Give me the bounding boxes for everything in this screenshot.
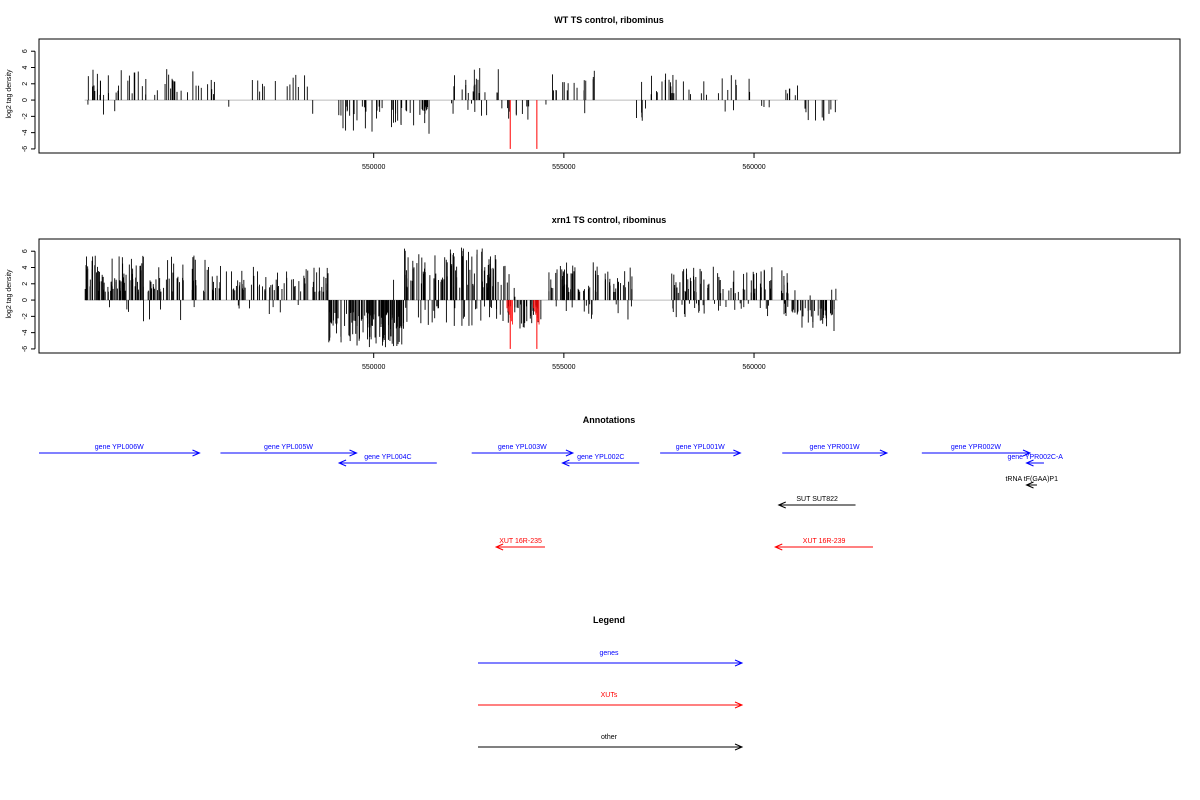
legend-title: Legend bbox=[593, 615, 625, 625]
legend-arrowhead bbox=[734, 701, 744, 709]
legend-label: other bbox=[601, 734, 618, 741]
annotation-label: gene YPL005W bbox=[264, 444, 313, 451]
y-tick-label: 2 bbox=[22, 82, 29, 86]
y-tick-label: -4 bbox=[22, 329, 29, 335]
y-tick-label: 0 bbox=[22, 298, 29, 302]
annotation-arrowhead bbox=[337, 459, 347, 467]
annotation-label: gene YPR001W bbox=[810, 444, 860, 451]
legend-label: genes bbox=[599, 650, 619, 657]
x-tick-label: 560000 bbox=[742, 364, 765, 371]
x-tick-label: 560000 bbox=[742, 164, 765, 171]
chart-title-wt: WT TS control, ribominus bbox=[554, 15, 664, 25]
annotation-arrowhead bbox=[561, 459, 570, 467]
y-tick-label: 6 bbox=[22, 49, 29, 53]
x-tick-label: 550000 bbox=[362, 364, 385, 371]
annotation-arrowhead bbox=[192, 449, 201, 457]
annotation-arrowhead bbox=[1025, 481, 1034, 489]
annotations-title: Annotations bbox=[583, 415, 636, 425]
y-tick-label: 4 bbox=[22, 265, 29, 269]
x-tick-label: 550000 bbox=[362, 164, 385, 171]
annotation-label: XUT 16R-239 bbox=[803, 538, 846, 545]
panel-xrn1: xrn1 TS control, ribominus log2 tag dens… bbox=[6, 215, 1181, 371]
annotation-label: tRNA tF(GAA)P1 bbox=[1005, 476, 1058, 483]
annotation-label: gene YPL002C bbox=[577, 454, 624, 461]
x-tick-label: 555000 bbox=[552, 364, 575, 371]
y-tick-label: 0 bbox=[22, 98, 29, 102]
annotation-arrowhead bbox=[1025, 459, 1034, 467]
annotation-arrowhead bbox=[349, 449, 358, 457]
annotation-label: gene YPL004C bbox=[364, 454, 411, 461]
y-tick-label: -6 bbox=[22, 146, 29, 152]
legend-arrowhead bbox=[734, 743, 744, 751]
annotation-arrowhead bbox=[774, 543, 783, 551]
annotation-arrowhead bbox=[494, 543, 504, 551]
legend: Legend genes XUTs other bbox=[478, 615, 744, 751]
panel-wt: WT TS control, ribominus log2 tag densit… bbox=[6, 15, 1181, 171]
highlight-bars-xrn1 bbox=[506, 300, 540, 349]
plot-frame-wt bbox=[38, 38, 1181, 154]
signal-bars-wt bbox=[87, 68, 836, 134]
legend-arrowhead bbox=[734, 659, 744, 667]
annotation-label: gene YPR002C-A bbox=[1007, 454, 1063, 461]
plot-frame-xrn1 bbox=[38, 238, 1181, 354]
y-tick-label: -2 bbox=[22, 113, 29, 119]
y-axis-wt: -6 -4 -2 0 2 4 6 bbox=[22, 49, 36, 152]
highlight-bars-wt bbox=[509, 100, 538, 149]
chart-title-xrn1: xrn1 TS control, ribominus bbox=[552, 215, 667, 225]
x-tick-label: 555000 bbox=[552, 164, 575, 171]
annotation-arrowhead bbox=[777, 501, 786, 509]
y-tick-label: -2 bbox=[22, 313, 29, 319]
y-tick-label: 6 bbox=[22, 249, 29, 253]
y-tick-label: -6 bbox=[22, 346, 29, 352]
y-tick-label: 2 bbox=[22, 282, 29, 286]
y-tick-label: -4 bbox=[22, 129, 29, 135]
annotation-arrowhead bbox=[565, 449, 575, 457]
annotation-label: gene YPL003W bbox=[498, 444, 547, 451]
y-axis-label-xrn1: log2 tag density bbox=[6, 269, 13, 319]
annotation-label: gene YPR002W bbox=[951, 444, 1001, 451]
x-axis-xrn1: 550000 555000 560000 bbox=[362, 353, 766, 371]
annotations-track: Annotations gene YPL006W gene YPL005Wgene… bbox=[39, 415, 1063, 551]
y-tick-label: 4 bbox=[22, 65, 29, 69]
annotation-label: SUT SUT822 bbox=[796, 496, 838, 503]
annotation-items: gene YPL006W gene YPL005W gene YPL004C gene… bbox=[39, 444, 1063, 551]
x-axis-wt: 550000 555000 560000 bbox=[362, 153, 766, 171]
annotation-label: gene YPL001W bbox=[676, 444, 725, 451]
annotation-label: XUT 16R-235 bbox=[499, 538, 542, 545]
y-axis-xrn1: -6 -4 -2 0 2 4 6 bbox=[22, 249, 36, 352]
annotation-arrowhead bbox=[879, 449, 889, 457]
annotation-arrowhead bbox=[733, 449, 742, 457]
annotation-arrowhead bbox=[1022, 449, 1032, 457]
legend-label: XUTs bbox=[601, 692, 618, 699]
y-axis-label-wt: log2 tag density bbox=[6, 69, 13, 119]
legend-items: genes XUTs other bbox=[478, 650, 744, 751]
signal-bars-xrn1 bbox=[84, 247, 837, 348]
annotation-label: gene YPL006W bbox=[95, 444, 144, 451]
